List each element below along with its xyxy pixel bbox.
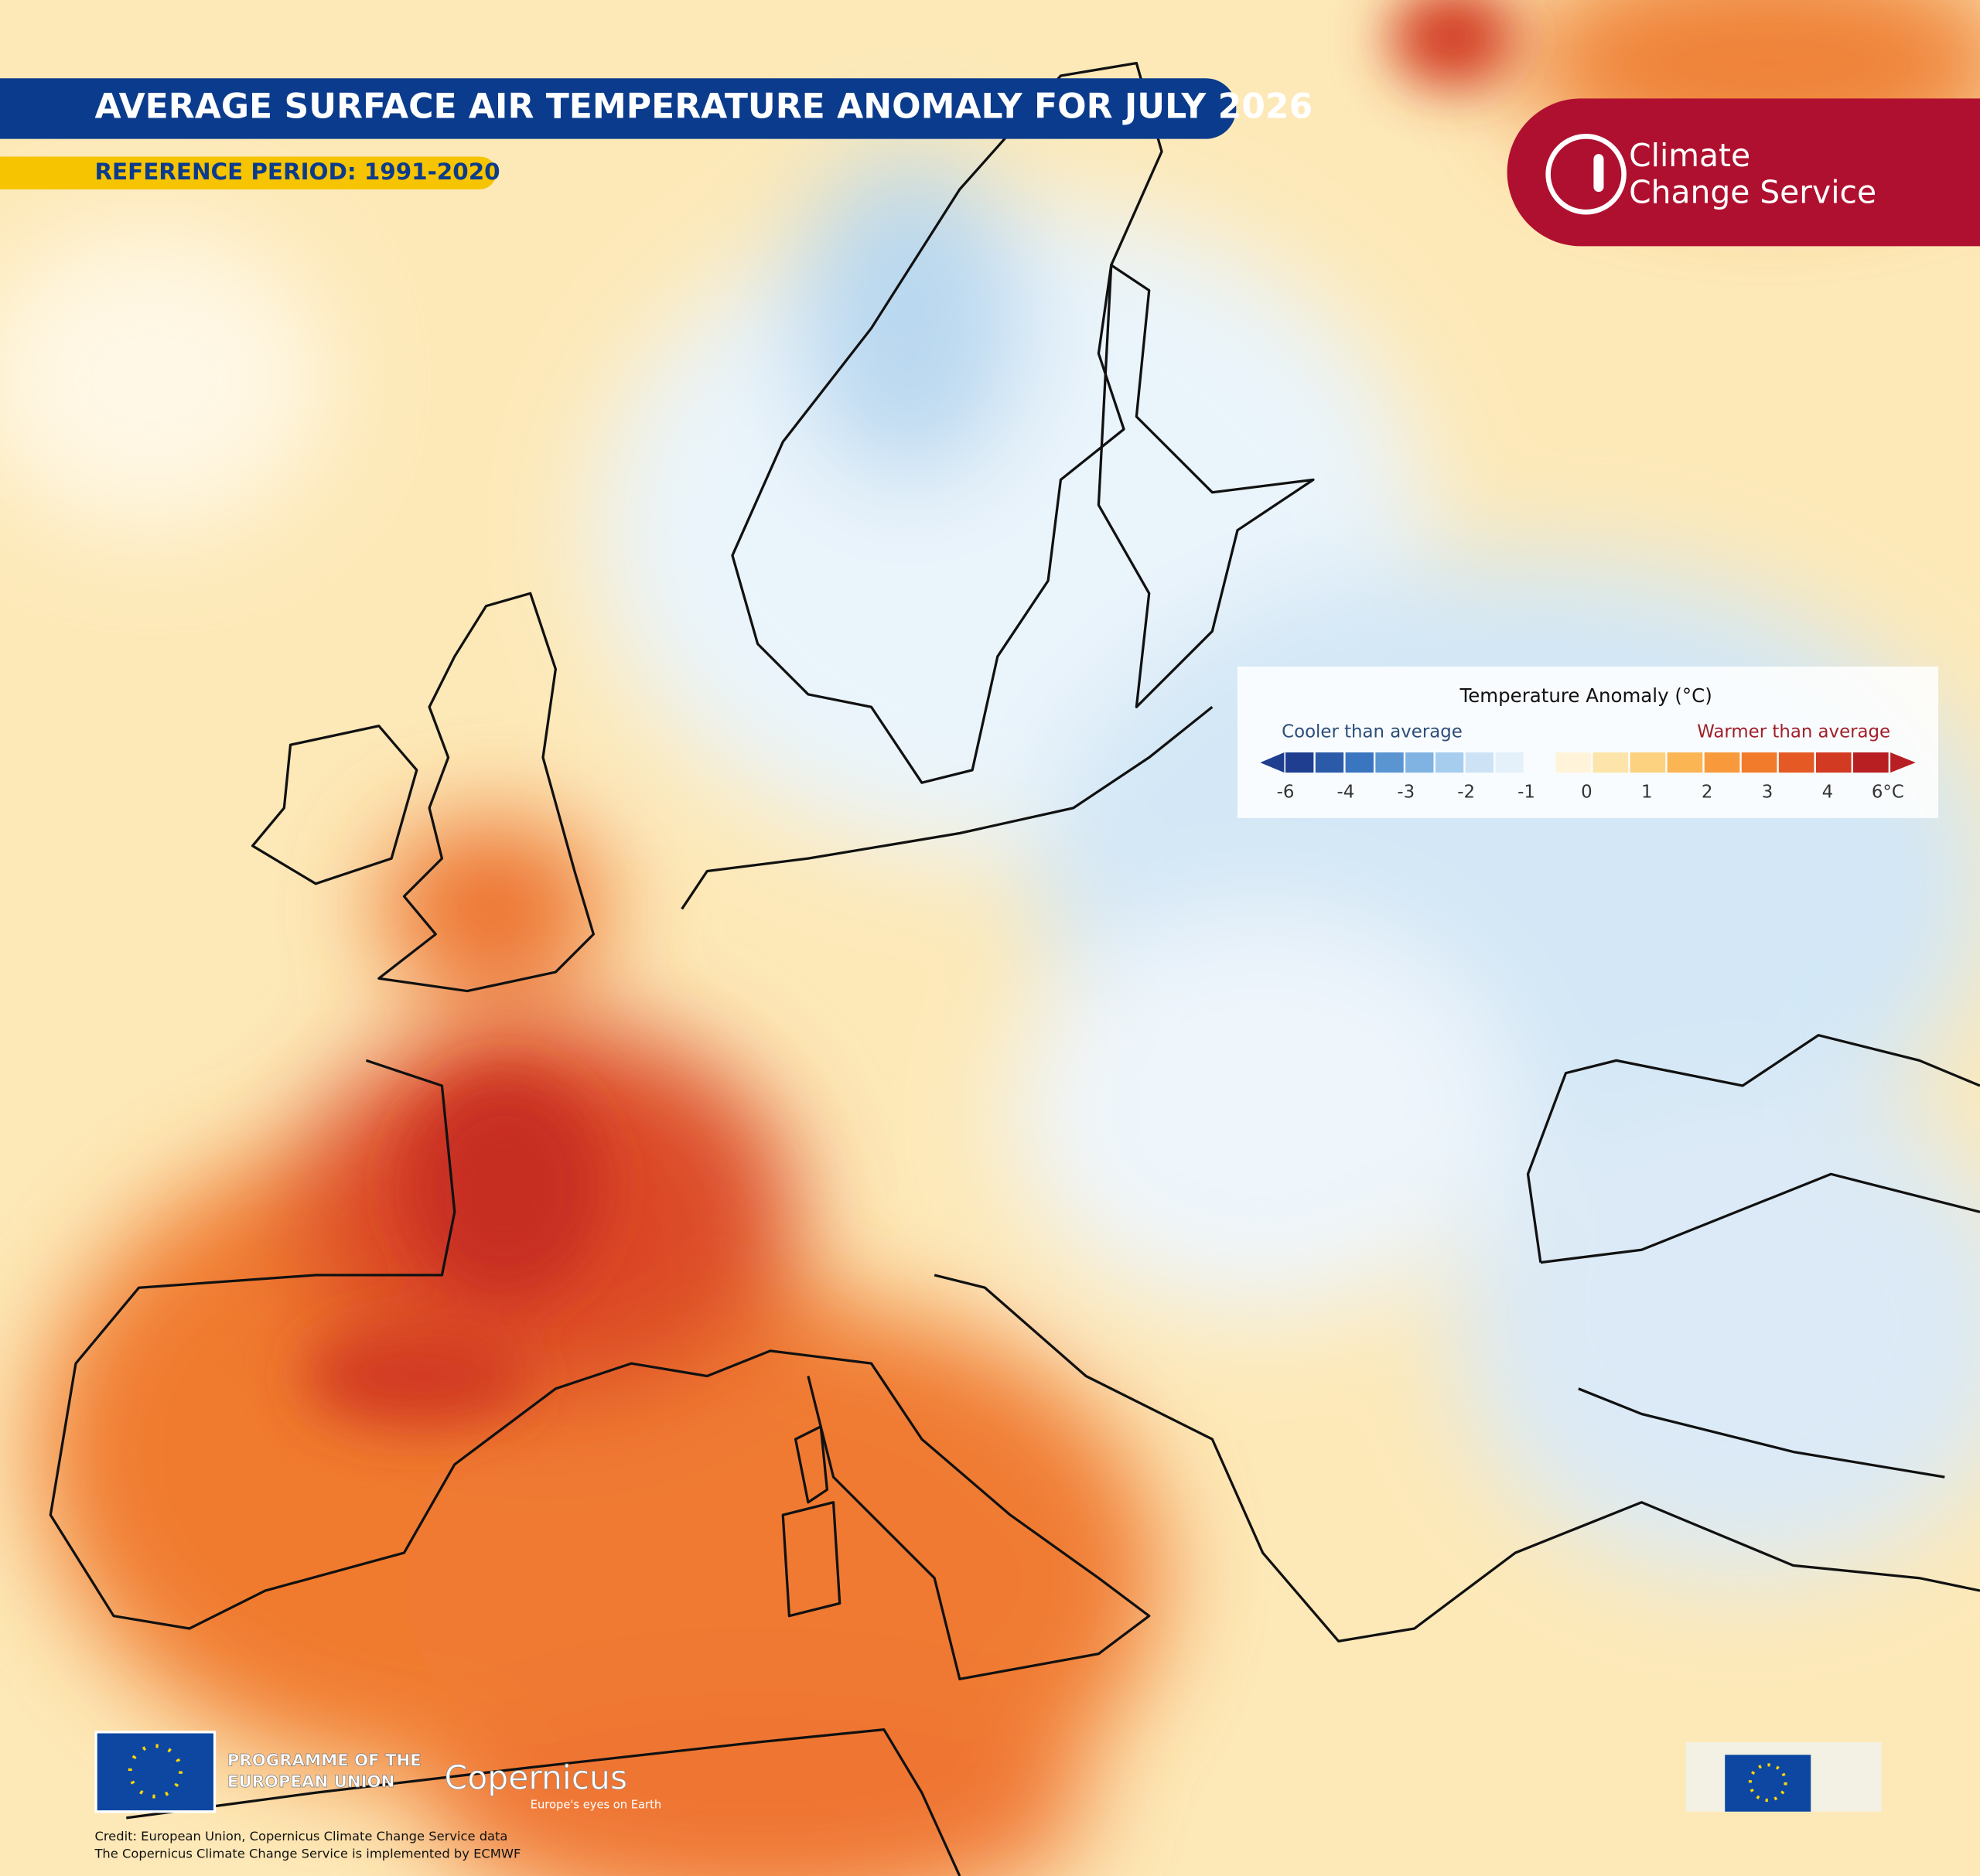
subtitle-banner <box>0 156 497 189</box>
coastline-corsica-sardinia <box>781 1425 842 1618</box>
brand-thermometer <box>1593 154 1604 193</box>
coastline-finland <box>1097 264 1315 708</box>
legend-title: Temperature Anomaly (°C) <box>1459 684 1712 707</box>
mild-region <box>0 227 329 530</box>
legend-swatch <box>1630 752 1666 773</box>
title-banner <box>0 78 1237 139</box>
hot-spot <box>1388 0 1516 89</box>
legend-tick-label: -6 <box>1277 783 1295 803</box>
ec-flag <box>1725 1755 1811 1812</box>
hot-spot <box>302 1325 531 1427</box>
coastline-scandinavia <box>731 61 1163 784</box>
coastline-continent <box>49 705 1980 1680</box>
legend-swatch <box>1555 752 1592 773</box>
coastlines <box>49 61 1980 1876</box>
credit: Credit: European Union, Copernicus Clima… <box>94 1829 507 1844</box>
legend-tick-label: 1 <box>1641 783 1653 803</box>
brand-line: Change Service <box>1629 173 1876 210</box>
legend-swatch <box>1741 752 1777 773</box>
eu-flag <box>94 1731 217 1813</box>
warm-region <box>429 1691 1086 1876</box>
legend-swatch <box>1345 752 1374 773</box>
legend-tick-label: 3 <box>1762 783 1773 803</box>
brand-line: Climate <box>1629 137 1750 174</box>
legend-swatch <box>1495 752 1524 773</box>
field-hot-spots <box>302 0 1516 1427</box>
programme-text: PROGRAMME OF THE <box>227 1751 422 1770</box>
warm-label: Warmer than average <box>1697 721 1890 742</box>
legend-tick-label: 4 <box>1822 783 1834 803</box>
hot-spot <box>404 1073 606 1301</box>
legend-swatch <box>1853 752 1889 773</box>
legend-swatch <box>1285 752 1314 773</box>
coastline-black-sea <box>1526 1034 1980 1479</box>
legend-swatch <box>1315 752 1344 773</box>
ec-stars <box>1748 1763 1787 1803</box>
legend-swatch <box>1435 752 1464 773</box>
subtitle: REFERENCE PERIOD: 1991-2020 <box>94 159 500 185</box>
credit: The Copernicus Climate Change Service is… <box>94 1847 521 1861</box>
legend-swatch <box>1778 752 1814 773</box>
legend-swatch <box>1593 752 1629 773</box>
cool-region <box>795 151 1023 480</box>
cool-region <box>1010 909 1516 1313</box>
legend-swatch <box>1375 752 1404 773</box>
cool-label: Cooler than average <box>1282 721 1463 742</box>
legend-tick-label: 2 <box>1702 783 1713 803</box>
legend-tick-label: -1 <box>1517 783 1535 803</box>
legend-swatch <box>1405 752 1434 773</box>
cool-region <box>1452 1073 1980 1578</box>
legend-swatch <box>1667 752 1703 773</box>
legend-swatch <box>1704 752 1740 773</box>
copernicus-logo: Copernicus <box>445 1759 627 1797</box>
coastline-ireland <box>251 725 418 885</box>
warm-region <box>378 820 606 998</box>
brand-icon <box>1545 134 1627 215</box>
eu-stars <box>128 1744 183 1799</box>
coastline-britain <box>377 592 595 993</box>
legend-box <box>1238 666 1939 818</box>
header: AVERAGE SURFACE AIR TEMPERATURE ANOMALY … <box>0 78 1313 189</box>
copernicus-tagline: Europe's eyes on Earth <box>531 1799 661 1812</box>
legend-swatch <box>1465 752 1494 773</box>
legend-tick-label: -2 <box>1457 783 1475 803</box>
brand: Climate Change Service <box>1507 98 1980 247</box>
legend-arrow <box>1260 752 1285 773</box>
legend-tick-label: -4 <box>1337 783 1355 803</box>
programme-text: EUROPEAN UNION <box>227 1772 394 1792</box>
brand-box <box>1507 98 1980 247</box>
title: AVERAGE SURFACE AIR TEMPERATURE ANOMALY … <box>94 87 1313 126</box>
legend-tick-label: 6°C <box>1872 783 1904 803</box>
legend-arrow <box>1890 752 1916 773</box>
footer: PROGRAMME OF THE EUROPEAN UNION Copernic… <box>94 1731 1882 1861</box>
legend-swatch <box>1815 752 1852 773</box>
legend-tick-label: 0 <box>1581 783 1593 803</box>
coastline-north-africa <box>126 1728 961 1876</box>
legend: Temperature Anomaly (°C) Cooler than ave… <box>1238 666 1939 818</box>
legend-tick-label: -3 <box>1397 783 1415 803</box>
